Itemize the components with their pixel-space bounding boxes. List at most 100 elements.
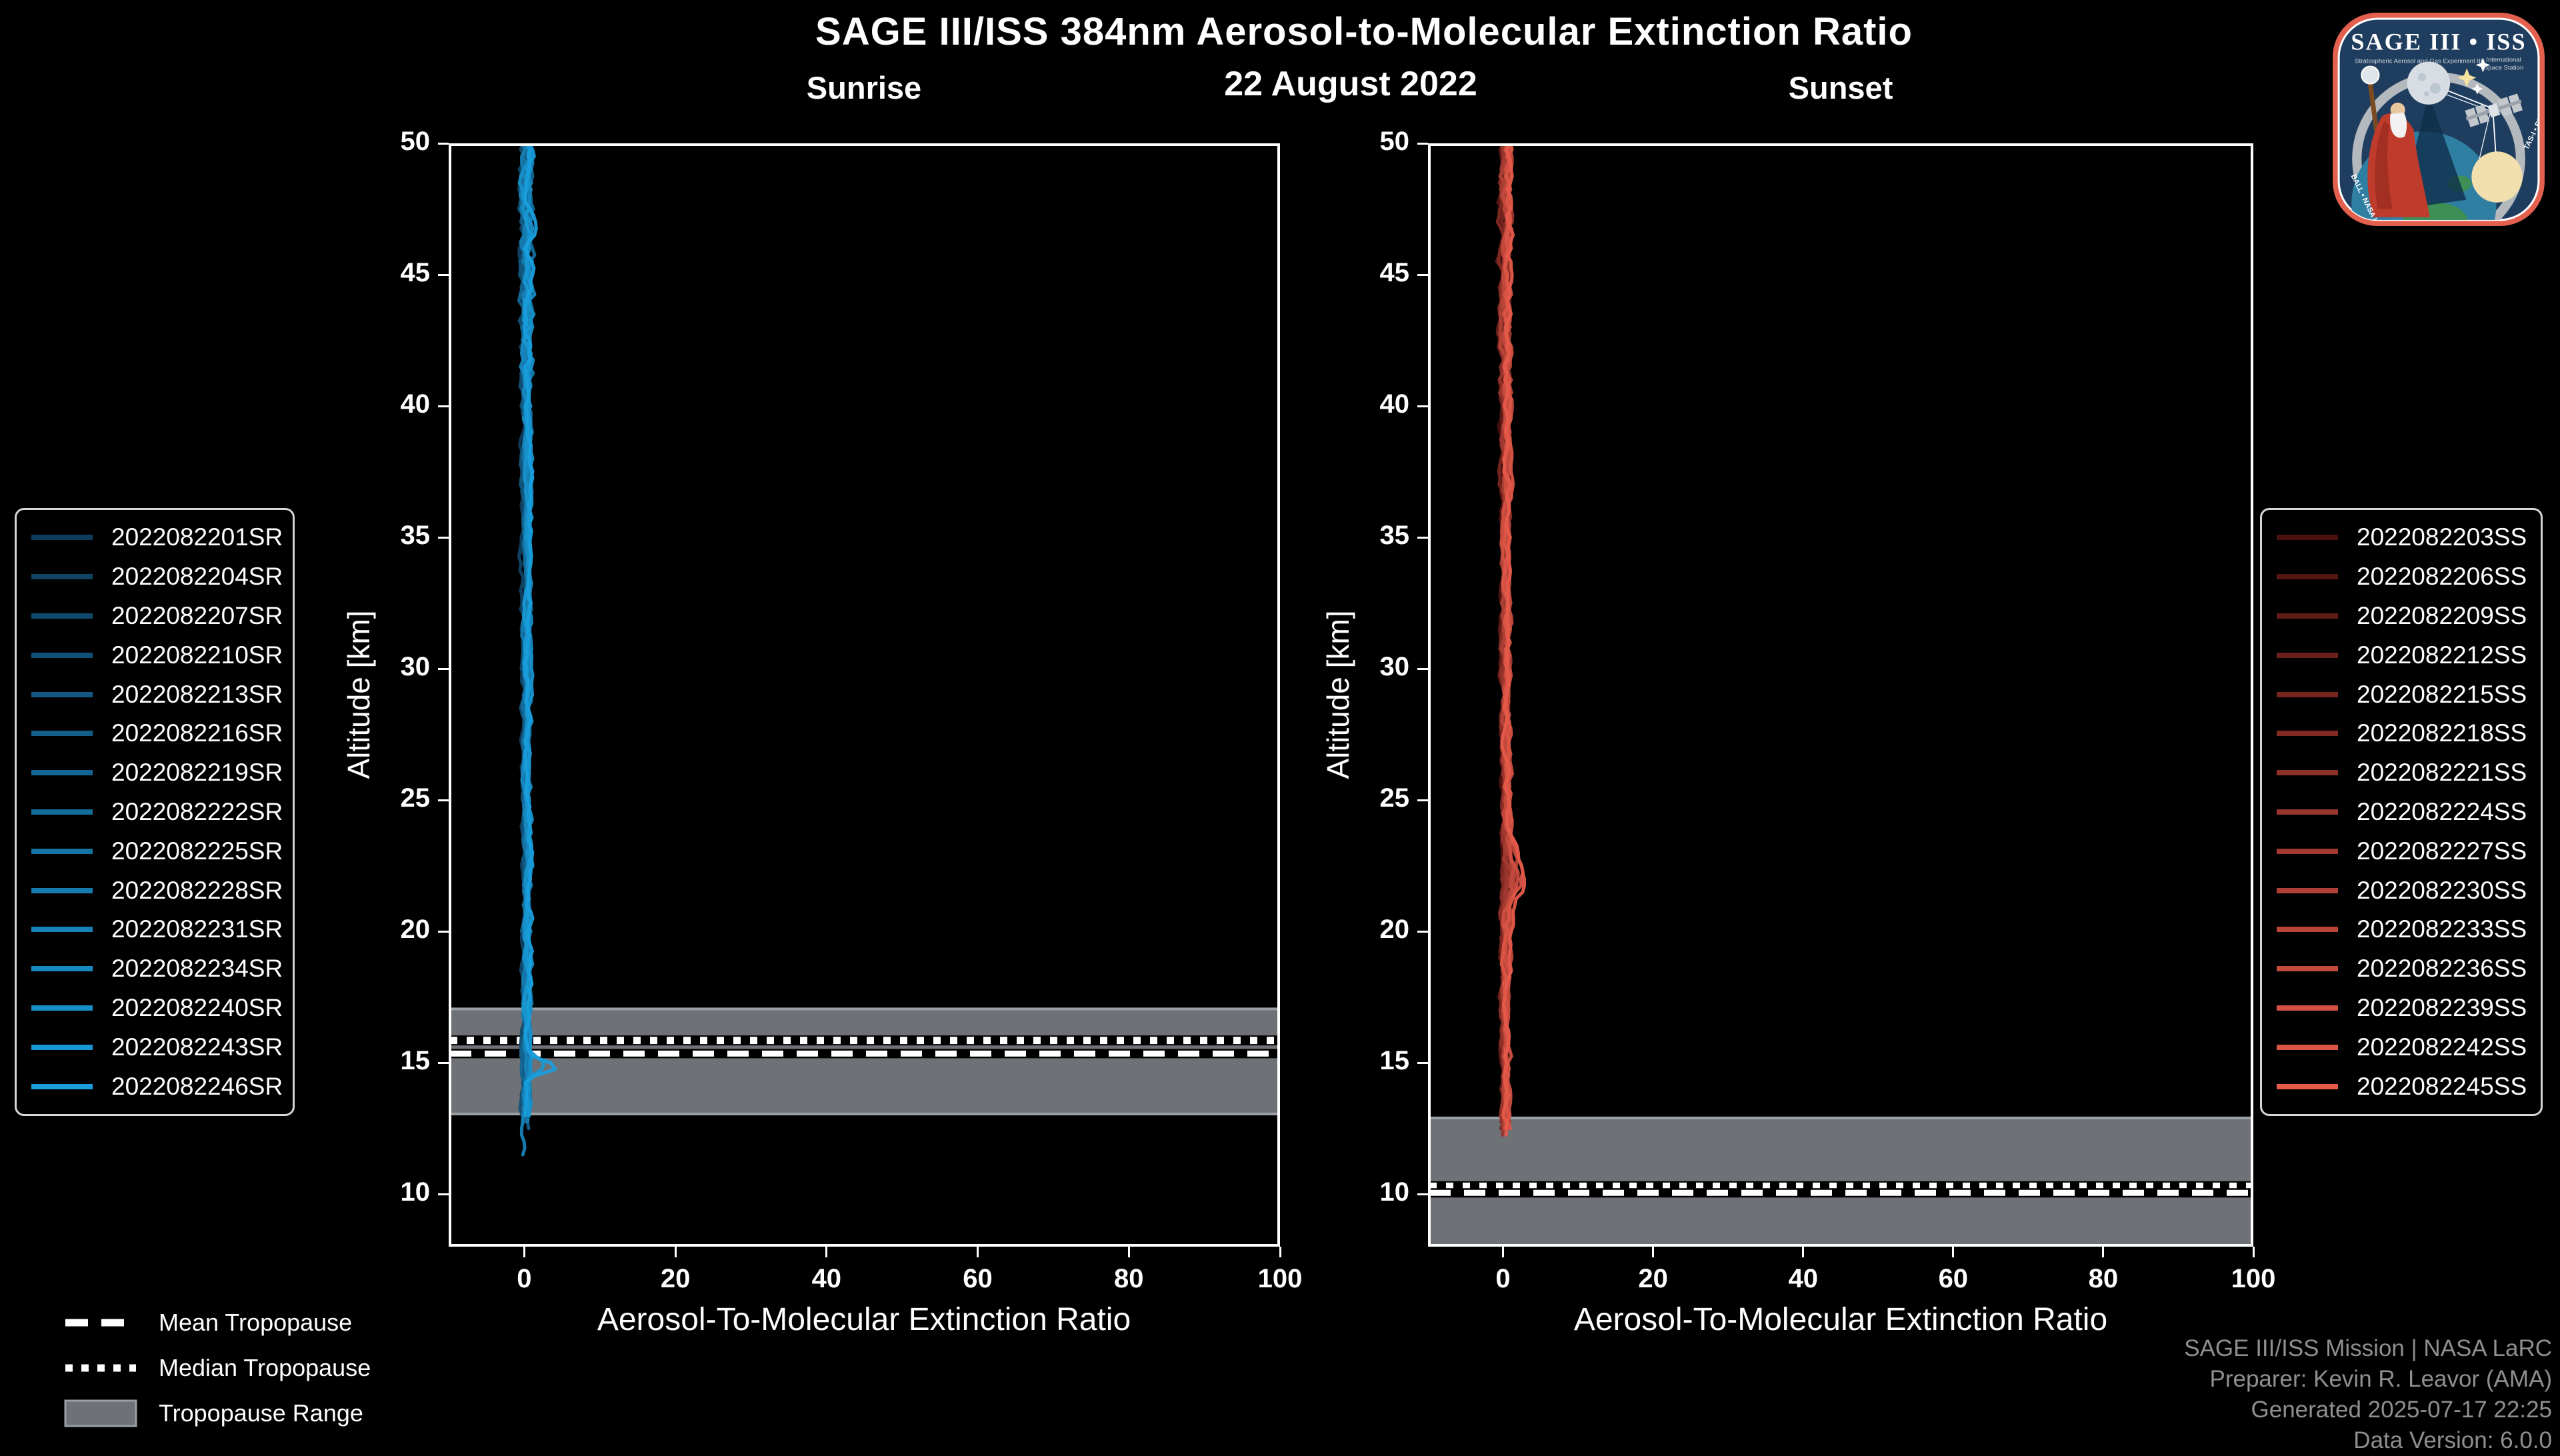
sunrise-events-legend: 2022082201SR 2022082204SR 2022082207SR 2022… xyxy=(15,508,295,1116)
y-tick-label: 15 xyxy=(1379,1046,1410,1076)
legend-item-label: 2022082233SS xyxy=(2357,915,2527,943)
y-tick-label: 40 xyxy=(400,389,431,419)
patch-title: SAGE III • ISS xyxy=(2351,28,2526,55)
x-tick-label: 80 xyxy=(2088,1264,2119,1293)
attribution-mission: SAGE III/ISS Mission | NASA LaRC xyxy=(2184,1335,2552,1361)
sunset-events-legend: 2022082203SS 2022082206SS 2022082209SS 2022… xyxy=(2260,508,2543,1116)
x-tick-mark xyxy=(1952,1247,1955,1257)
legend-item-label: 2022082215SS xyxy=(2357,680,2527,708)
y-tick-label: 10 xyxy=(400,1177,431,1207)
legend-item-label: 2022082230SS xyxy=(2357,876,2527,904)
legend-item-label: 2022082239SS xyxy=(2357,993,2527,1021)
sage-iii-iss-mission-patch-logo: SAGE III • ISS Stratospheric Aerosol and… xyxy=(2333,13,2545,226)
legend-item: 2022082243SR xyxy=(31,1033,283,1061)
legend-line-swatch xyxy=(2277,770,2338,776)
legend-item: 2022082230SS xyxy=(2277,876,2527,905)
y-tick-mark xyxy=(438,1193,449,1195)
y-tick-mark xyxy=(1417,273,1428,276)
legend-item: 2022082206SS xyxy=(2277,563,2527,591)
legend-line-swatch xyxy=(31,770,93,776)
legend-item: 2022082216SR xyxy=(31,719,283,747)
legend-item-label: 2022082201SR xyxy=(111,523,283,551)
band-bottom-edge xyxy=(450,1112,1279,1115)
legend-line-swatch xyxy=(31,613,93,619)
star-icon xyxy=(2475,57,2491,73)
legend-line-swatch xyxy=(2277,731,2338,737)
y-tick-mark xyxy=(438,1061,449,1064)
legend-line-swatch xyxy=(2277,1044,2338,1050)
legend-item-label: 2022082227SS xyxy=(2357,837,2527,865)
x-tick-mark xyxy=(825,1247,828,1257)
legend-item-label: 2022082225SR xyxy=(111,837,283,865)
attribution-generated: Generated 2025-07-17 22:25 xyxy=(2251,1397,2552,1423)
legend-item-label: 2022082228SR xyxy=(111,876,283,904)
profile-2022082246SR xyxy=(522,143,557,1117)
x-tick-mark xyxy=(2252,1247,2255,1257)
x-tick-label: 40 xyxy=(811,1264,842,1293)
legend-item: 2022082236SS xyxy=(2277,955,2527,983)
legend-item: 2022082207SR xyxy=(31,602,283,630)
y-tick-label: 50 xyxy=(1379,127,1410,156)
legend-item-label: 2022082203SS xyxy=(2357,523,2527,551)
moon-crater xyxy=(2423,91,2429,97)
legend-line-swatch xyxy=(2277,1005,2338,1011)
legend-item: 2022082209SS xyxy=(2277,602,2527,630)
legend-item-label: 2022082219SR xyxy=(111,759,283,787)
x-tick-mark xyxy=(1127,1247,1130,1257)
star-icon xyxy=(2457,68,2477,87)
y-tick-label: 35 xyxy=(1379,521,1410,551)
legend-line-swatch xyxy=(31,809,93,815)
legend-item-label: 2022082204SR xyxy=(111,563,283,591)
star-icon xyxy=(2471,83,2483,95)
legend-line-swatch xyxy=(2277,966,2338,972)
y-tick-mark xyxy=(1417,405,1428,407)
legend-line-swatch xyxy=(2277,652,2338,658)
legend-item-label: 2022082213SR xyxy=(111,680,283,708)
date-subtitle: 22 August 2022 xyxy=(1224,65,1477,103)
x-tick-mark xyxy=(1652,1247,1655,1257)
sunrise-axes-spines xyxy=(449,143,1280,1247)
legend-line-swatch xyxy=(31,652,93,658)
legend-line-swatch xyxy=(31,927,93,933)
y-tick-mark xyxy=(1417,1061,1428,1064)
legend-item-label: 2022082210SR xyxy=(111,641,283,669)
tropopause-range-legend-item: Tropopause Range xyxy=(64,1391,371,1436)
sunset-tropopause-range-band xyxy=(1429,1116,2252,1245)
sunset-y-axis-label: Altitude [km] xyxy=(1321,610,1355,779)
y-tick-label: 30 xyxy=(400,652,431,682)
sunset-x-axis-label: Aerosol-To-Molecular Extinction Ratio xyxy=(1573,1302,2108,1337)
legend-item: 2022082233SS xyxy=(2277,915,2527,943)
page-title: SAGE III/ISS 384nm Aerosol-to-Molecular … xyxy=(815,10,1913,53)
legend-item-label: 2022082212SS xyxy=(2357,641,2527,669)
band-top-edge xyxy=(1429,1116,2252,1119)
y-tick-mark xyxy=(438,667,449,670)
legend-line-swatch xyxy=(31,1044,93,1050)
sunrise-x-axis-label: Aerosol-To-Molecular Extinction Ratio xyxy=(597,1302,1131,1337)
y-tick-mark xyxy=(438,536,449,539)
y-tick-mark xyxy=(438,405,449,407)
dotted-line-swatch-icon xyxy=(65,1364,136,1372)
legend-line-swatch xyxy=(31,535,93,541)
sunset-axes-spines xyxy=(1428,143,2253,1247)
legend-item-label: 2022082207SR xyxy=(111,601,283,629)
profile-2022082245SS xyxy=(1500,143,1526,1137)
legend-item: 2022082246SR xyxy=(31,1073,283,1101)
y-tick-label: 40 xyxy=(1379,389,1410,419)
legend-item: 2022082204SR xyxy=(31,563,283,591)
x-tick-label: 60 xyxy=(1938,1264,1969,1293)
legend-item: 2022082221SS xyxy=(2277,759,2527,787)
legend-item-label: 2022082221SS xyxy=(2357,759,2527,787)
y-tick-mark xyxy=(1417,930,1428,933)
legend-item: 2022082212SS xyxy=(2277,641,2527,669)
legend-line-swatch xyxy=(31,1005,93,1011)
iss-icon xyxy=(2465,93,2523,127)
y-tick-label: 15 xyxy=(400,1046,431,1076)
legend-item: 2022082224SS xyxy=(2277,798,2527,826)
legend-item: 2022082228SR xyxy=(31,877,283,905)
attribution-version: Data Version: 6.0.0 xyxy=(2353,1427,2552,1453)
attribution-preparer: Preparer: Kevin R. Leavor (AMA) xyxy=(2209,1366,2552,1392)
legend-item-label: 2022082236SS xyxy=(2357,955,2527,983)
legend-item: 2022082234SR xyxy=(31,955,283,983)
legend-item-label: 2022082231SR xyxy=(111,915,283,943)
y-tick-label: 35 xyxy=(400,521,431,551)
